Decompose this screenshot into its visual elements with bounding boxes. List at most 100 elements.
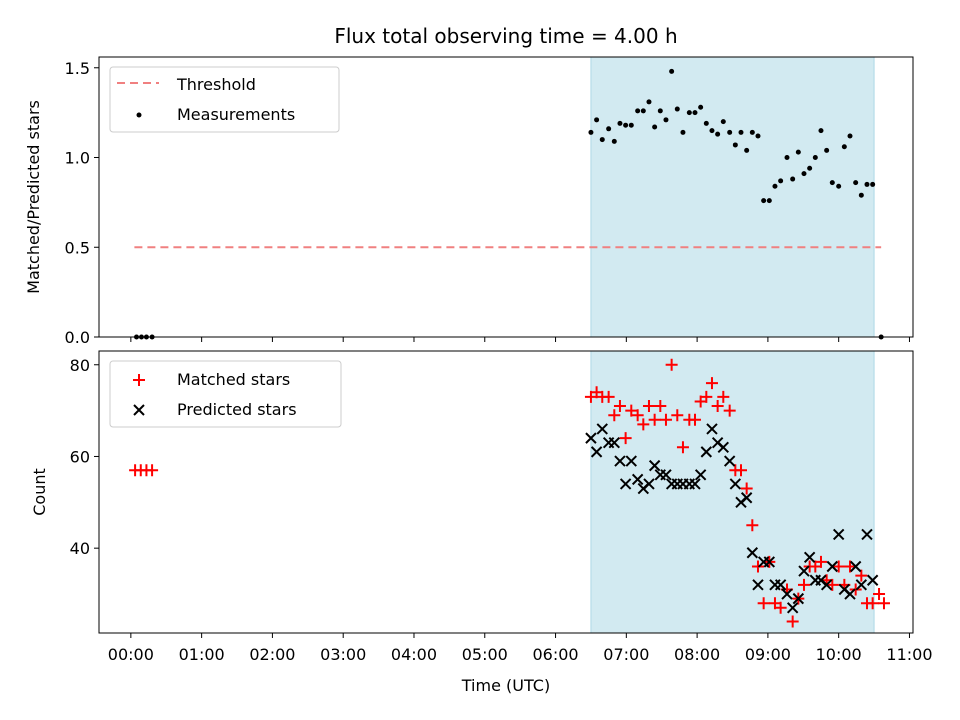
bottom-ytick-label: 40 [70,539,90,558]
measurement-point [698,104,704,110]
bottom-xtick-label: 01:00 [179,645,225,664]
top-legend-box [109,66,340,133]
predicted-star-marker [803,551,816,564]
matched-star-marker [654,400,667,413]
legend-matched-label: Matched stars [177,370,290,389]
bottom-legend: Matched stars Predicted stars [109,360,342,428]
measurement-point [853,180,859,186]
measurement-point [646,99,652,105]
matched-star-marker [688,413,701,426]
matched-star-marker [751,560,764,573]
measurement-point [778,178,784,184]
measurement-point [606,126,612,132]
predicted-star-marker [648,459,661,472]
legend-measurement-swatch [136,112,142,118]
bottom-xtick-label: 05:00 [462,645,508,664]
top-ylabel: Matched/Predicted stars [24,100,43,294]
bottom-xtick-label: 09:00 [745,645,791,664]
measurement-point [738,129,744,135]
measurement-point [703,120,709,126]
measurement-point [628,122,634,128]
legend-predicted-label: Predicted stars [177,400,297,419]
bottom-ytick-label: 80 [70,356,90,375]
legend-predicted-swatch [133,404,145,416]
predicted-star-marker [608,436,621,449]
predicted-star-marker [689,478,701,490]
predicted-star-marker [596,423,608,435]
measurement-point [807,165,813,171]
matched-star-marker [146,464,159,477]
measurement-point [732,142,738,148]
matched-star-marker [723,404,736,417]
predicted-star-marker [781,588,793,600]
legend-threshold-label: Threshold [176,75,256,94]
matched-star-marker [740,482,753,495]
matched-star-marker [631,409,644,422]
matched-star-marker [648,413,661,426]
legend-measurements-label: Measurements [177,105,295,124]
predicted-star-marker [631,473,644,486]
top-axes-frame [98,56,914,338]
bottom-xtick-label: 04:00 [391,645,437,664]
matched-star-marker [844,560,857,573]
measurement-point [588,129,594,135]
predicted-star-marker [763,556,776,568]
predicted-star-marker [717,441,730,454]
matched-star-marker [866,597,879,610]
measurement-point [635,108,641,114]
measurement-point [847,133,853,139]
matched-star-marker [619,432,632,445]
measurement-point [599,137,605,143]
measurement-point [709,128,715,134]
matched-star-marker [625,404,638,417]
bottom-xtick-label: 02:00 [249,645,295,664]
matched-star-marker [797,578,810,591]
predicted-star-marker [849,560,862,573]
predicted-star-marker [723,455,736,467]
matched-star-marker [602,390,615,403]
predicted-star-marker [792,592,805,605]
measurement-point [680,129,686,135]
predicted-star-marker [660,469,672,481]
measurement-point [652,124,658,130]
measurement-point [744,147,750,153]
matched-star-marker [877,597,890,610]
top-observing-window [590,56,875,338]
predicted-star-marker [861,528,873,541]
measurement-point [686,110,692,116]
predicted-star-marker [706,423,718,435]
measurement-point [766,198,772,204]
measurement-point [749,129,755,135]
measurement-points [134,68,884,340]
measurement-point [640,108,646,114]
matched-star-marker [705,377,718,390]
predicted-star-marker [826,560,839,573]
top-legend: Threshold Measurements [109,66,340,133]
measurement-point [594,117,600,123]
top-ytick-label: 0.0 [65,328,90,347]
matched-star-marker [676,441,689,454]
matched-star-marker [849,583,862,596]
matched-star-marker [734,464,747,477]
bottom-axis-ticks: 40 60 80 00:00 01:00 02:00 03:00 04:00 05:00 06:0… [70,356,933,664]
measurement-point [801,171,807,177]
matched-star-marker [814,555,827,568]
top-ytick-label: 1.5 [65,59,90,78]
measurement-point [657,108,663,114]
predicted-star-marker [752,579,764,591]
measurement-point [795,149,801,155]
bottom-xtick-label: 06:00 [532,645,578,664]
bottom-xtick-label: 11:00 [886,645,932,664]
measurement-point [836,183,842,189]
predicted-star-marker [844,588,856,600]
predicted-star-marker [694,469,707,481]
measurement-point [727,129,733,135]
predicted-star-marker [619,478,632,490]
chart-title: Flux total observing time = 4.00 h [334,24,677,48]
matched-star-marker [717,390,730,403]
predicted-star-marker [740,492,753,504]
measurement-point [858,192,864,198]
matched-star-marker [671,409,684,422]
bottom-ytick-label: 60 [70,447,90,466]
